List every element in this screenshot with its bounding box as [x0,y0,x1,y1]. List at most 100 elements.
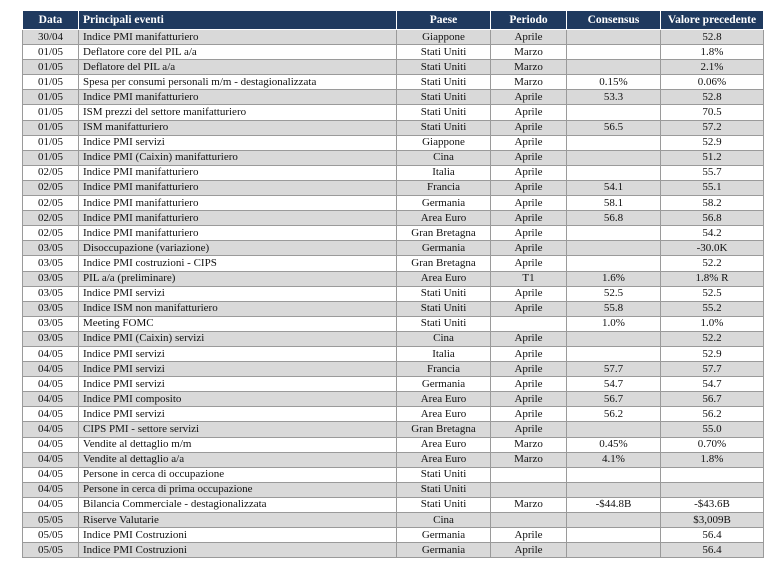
column-header: Consensus [566,10,661,30]
table-row: 04/05 Indice PMI servizi Germania Aprile 54.… [22,376,764,393]
period-cell: Aprile [490,285,567,302]
date-cell: 01/05 [22,119,79,136]
consensus-cell [566,225,661,242]
table-row: 04/05 Bilancia Commerciale - destagionali… [22,496,764,514]
country-cell: Germania [396,376,491,393]
period-cell: Aprile [490,210,567,227]
previous-value-cell: 58.2 [660,195,764,212]
consensus-cell [566,511,661,529]
table-row: 04/05 Indice PMI composito Area Euro Aprile… [22,391,764,408]
event-cell: Indice PMI Costruzioni [78,527,397,544]
previous-value-cell: $3,009B [660,511,764,529]
previous-value-cell: 52.8 [660,89,764,106]
country-cell: Area Euro [396,451,491,468]
period-cell: Aprile [490,421,567,438]
date-cell: 03/05 [22,330,79,347]
period-cell: Aprile [490,134,567,151]
period-cell: Aprile [490,345,567,363]
period-cell [490,315,567,332]
event-cell: Indice ISM non manifatturiero [78,300,397,317]
date-cell: 04/05 [22,391,79,408]
header-row: Data Principali eventi Paese Periodo Consens… [22,10,764,30]
consensus-cell: 55.8 [566,300,661,317]
previous-value-cell: 56.2 [660,406,764,423]
country-cell: Stati Uniti [396,44,491,61]
event-cell: Indice PMI servizi [78,285,397,302]
date-cell: 03/05 [22,255,79,272]
country-cell: Stati Uniti [396,285,491,302]
table-row: 03/05 Indice ISM non manifatturiero Stati … [22,300,764,317]
consensus-cell [566,527,661,544]
event-cell: Indice PMI manifatturiero [78,89,397,106]
consensus-cell: 58.1 [566,195,661,212]
period-cell: Marzo [490,436,567,453]
consensus-cell: 54.1 [566,179,661,197]
country-cell: Stati Uniti [396,466,491,483]
consensus-cell: 52.5 [566,285,661,302]
country-cell: Germania [396,527,491,544]
country-cell: Cina [396,330,491,347]
date-cell: 01/05 [22,104,79,121]
period-cell: Marzo [490,496,567,514]
event-cell: Indice PMI manifatturiero [78,195,397,212]
previous-value-cell: 55.0 [660,421,764,438]
event-cell: Vendite al dettaglio a/a [78,451,397,468]
period-cell: Aprile [490,179,567,197]
previous-value-cell: 56.7 [660,391,764,408]
date-cell: 03/05 [22,300,79,317]
country-cell: Cina [396,149,491,166]
previous-value-cell: 52.5 [660,285,764,302]
date-cell: 03/05 [22,315,79,332]
table-row: 01/05 Indice PMI servizi Giappone Aprile 52.… [22,134,764,151]
date-cell: 01/05 [22,89,79,106]
table-body: 30/04 Indice PMI manifatturiero Giappone Ap… [22,28,764,559]
country-cell: Area Euro [396,436,491,453]
country-cell: Francia [396,361,491,378]
event-cell: Persone in cerca di prima occupazione [78,481,397,498]
country-cell: Francia [396,179,491,197]
period-cell: Marzo [490,44,567,61]
previous-value-cell: 55.7 [660,164,764,181]
period-cell: Aprile [490,391,567,408]
table-row: 01/05 Deflatore core del PIL a/a Stati Uni… [22,44,764,61]
table-row: 04/05 Persone in cerca di occupazione Stat… [22,466,764,483]
period-cell: Aprile [490,225,567,242]
table-row: 05/05 Indice PMI Costruzioni Germania April… [22,542,764,559]
period-cell [490,466,567,483]
consensus-cell: 0.45% [566,436,661,453]
consensus-cell [566,421,661,438]
previous-value-cell: 52.8 [660,28,764,46]
date-cell: 04/05 [22,481,79,498]
date-cell: 03/05 [22,285,79,302]
consensus-cell: 53.3 [566,89,661,106]
event-cell: Indice PMI servizi [78,134,397,151]
table-row: 03/05 Indice PMI (Caixin) servizi Cina Apri… [22,330,764,347]
previous-value-cell: 56.4 [660,527,764,544]
country-cell: Italia [396,345,491,363]
event-cell: Indice PMI manifatturiero [78,210,397,227]
table-row: 04/05 Vendite al dettaglio m/m Area Euro Ma… [22,436,764,453]
country-cell: Stati Uniti [396,300,491,317]
consensus-cell [566,104,661,121]
previous-value-cell: 1.8% [660,44,764,61]
table-row: 02/05 Indice PMI manifatturiero Gran Breta… [22,225,764,242]
consensus-cell [566,44,661,61]
consensus-cell [566,134,661,151]
period-cell: Aprile [490,542,567,559]
table-row: 05/05 Indice PMI Costruzioni Germania April… [22,527,764,544]
event-cell: Indice PMI (Caixin) manifatturiero [78,149,397,166]
country-cell: Giappone [396,28,491,46]
table-row: 01/05 Indice PMI (Caixin) manifatturiero C… [22,149,764,166]
table-row: 01/05 Deflatore del PIL a/a Stati Uniti Mar… [22,59,764,76]
country-cell: Germania [396,542,491,559]
event-cell: Indice PMI composito [78,391,397,408]
previous-value-cell: 56.4 [660,542,764,559]
date-cell: 05/05 [22,511,79,529]
date-cell: 02/05 [22,195,79,212]
previous-value-cell: 55.1 [660,179,764,197]
consensus-cell [566,330,661,347]
table-row: 01/05 ISM prezzi del settore manifatturie… [22,104,764,121]
event-cell: Indice PMI manifatturiero [78,225,397,242]
date-cell: 04/05 [22,466,79,483]
